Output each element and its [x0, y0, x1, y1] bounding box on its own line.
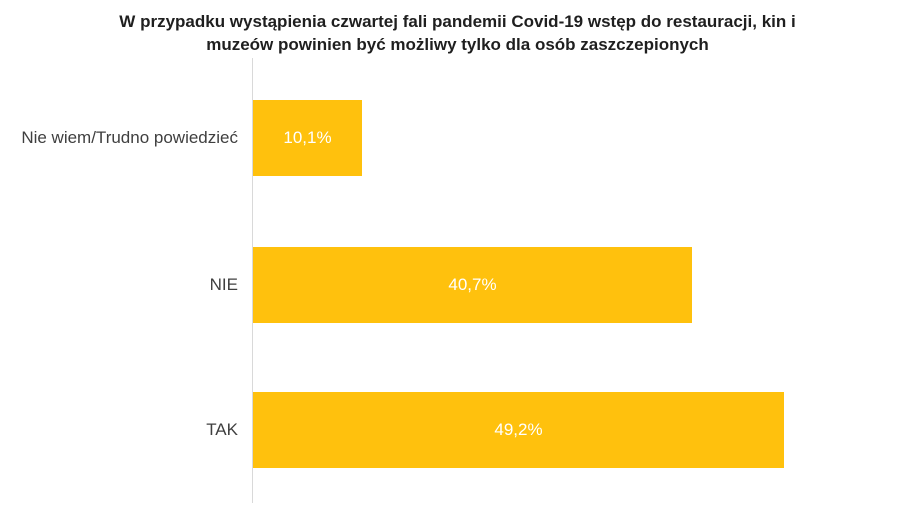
bar-nie-wiem: 10,1% [253, 100, 362, 176]
bar-tak: 49,2% [253, 392, 784, 468]
bar-value-label-nie-wiem: 10,1% [283, 128, 332, 147]
bar-value-label-tak: 49,2% [494, 420, 543, 439]
category-label-tak: TAK [206, 420, 238, 439]
bar-row-tak: TAK 49,2% [0, 392, 915, 468]
chart-title: W przypadku wystąpienia czwartej fali pa… [119, 12, 796, 54]
bar-row-nie-wiem: Nie wiem/Trudno powiedzieć 10,1% [0, 100, 915, 176]
bar-value-label-nie: 40,7% [448, 275, 497, 294]
y-axis-line [252, 58, 253, 503]
category-label-nie: NIE [209, 275, 238, 294]
bar-nie: 40,7% [253, 247, 692, 323]
bar-row-nie: NIE 40,7% [0, 247, 915, 323]
category-label-nie-wiem: Nie wiem/Trudno powiedzieć [21, 128, 238, 147]
